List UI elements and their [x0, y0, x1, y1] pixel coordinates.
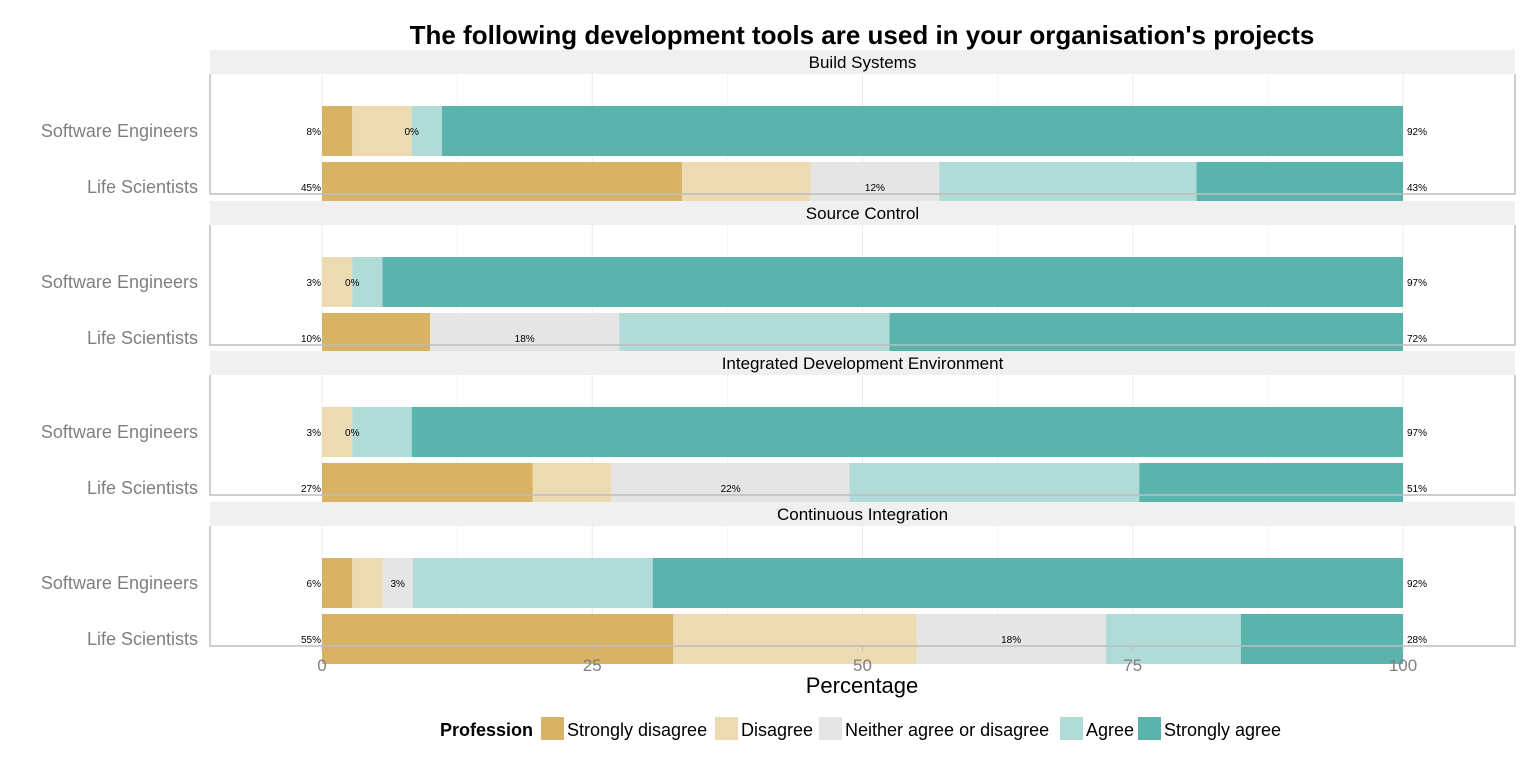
right-percent-label: 92% [1407, 579, 1427, 590]
chart-title: The following development tools are used… [410, 20, 1315, 50]
bar-segment [382, 257, 1403, 307]
category-label: Software Engineers [41, 121, 198, 141]
category-label: Life Scientists [87, 629, 198, 649]
legend: Profession Strongly disagree Disagree Neith… [440, 717, 1281, 740]
x-axis: 0 25 50 75 100 [317, 646, 1417, 675]
legend-key [1138, 717, 1161, 740]
panel-strip [210, 50, 1515, 74]
bar-segment [441, 106, 1404, 156]
x-tick-label: 50 [853, 656, 872, 675]
neutral-percent-label: 18% [515, 334, 535, 345]
right-percent-label: 92% [1407, 127, 1427, 138]
panel-strip [210, 201, 1515, 225]
x-tick-label: 100 [1389, 656, 1417, 675]
bar-segment [352, 558, 383, 608]
category-label: Software Engineers [41, 272, 198, 292]
category-label: Software Engineers [41, 422, 198, 442]
x-tick-label: 25 [583, 656, 602, 675]
bar-segment [322, 106, 353, 156]
right-percent-label: 72% [1407, 334, 1427, 345]
panel: Continuous Integration Software Engineers… [41, 502, 1516, 664]
category-label: Life Scientists [87, 478, 198, 498]
x-tick-label: 75 [1123, 656, 1142, 675]
x-tick-label: 0 [317, 656, 326, 675]
panel-border [209, 225, 1516, 346]
category-label: Life Scientists [87, 328, 198, 348]
bar-segment [322, 257, 353, 307]
bar-segment [322, 558, 353, 608]
legend-label: Strongly disagree [567, 720, 707, 740]
bar-row: Life Scientists 55% 18% 28% [87, 614, 1427, 664]
neutral-percent-label: 3% [390, 579, 405, 590]
bar-segment [352, 257, 383, 307]
panel: Source Control Software Engineers 3% 0% 97% L… [41, 201, 1516, 363]
bar-row: Software Engineers 6% 3% 92% [41, 558, 1427, 608]
legend-label: Disagree [741, 720, 813, 740]
bar-segment [322, 407, 353, 457]
panel-title: Build Systems [809, 53, 917, 72]
panels: Build Systems Software Engineers 8% 0% 92% Li… [41, 50, 1516, 664]
bar-segment [411, 106, 442, 156]
bar-segment [673, 614, 917, 664]
bar-segment [1240, 614, 1403, 664]
legend-key [1060, 717, 1083, 740]
bar-row: Software Engineers 3% 0% 97% [41, 407, 1427, 457]
panel-title: Source Control [806, 204, 919, 223]
bar-segment [352, 106, 412, 156]
panel-title: Continuous Integration [777, 505, 948, 524]
right-percent-label: 51% [1407, 484, 1427, 495]
left-percent-label: 3% [307, 278, 322, 289]
neutral-percent-label: 0% [404, 127, 419, 138]
panel-strip [210, 351, 1515, 375]
left-percent-label: 6% [307, 579, 322, 590]
bar-segment [652, 558, 1403, 608]
category-label: Life Scientists [87, 177, 198, 197]
panel-border [209, 74, 1516, 195]
left-percent-label: 8% [307, 127, 322, 138]
panel: Integrated Development Environment Softwa… [41, 351, 1516, 513]
legend-key [541, 717, 564, 740]
neutral-percent-label: 0% [345, 278, 360, 289]
bar-segment [382, 558, 413, 608]
legend-label: Agree [1086, 720, 1134, 740]
bar-row: Software Engineers 8% 0% 92% [41, 106, 1427, 156]
right-percent-label: 28% [1407, 635, 1427, 646]
bar-segment [412, 558, 653, 608]
left-percent-label: 55% [301, 635, 321, 646]
category-label: Software Engineers [41, 573, 198, 593]
left-percent-label: 45% [301, 183, 321, 194]
right-percent-label: 97% [1407, 278, 1427, 289]
legend-key [715, 717, 738, 740]
bar-segment [916, 614, 1106, 664]
neutral-percent-label: 18% [1001, 635, 1021, 646]
neutral-percent-label: 0% [345, 428, 360, 439]
panel-strip [210, 502, 1515, 526]
bar-segment [411, 407, 1403, 457]
bar-row: Software Engineers 3% 0% 97% [41, 257, 1427, 307]
panel-border [209, 375, 1516, 496]
legend-label: Neither agree or disagree [845, 720, 1049, 740]
neutral-percent-label: 12% [865, 183, 885, 194]
legend-title: Profession [440, 720, 533, 740]
right-percent-label: 43% [1407, 183, 1427, 194]
panel: Build Systems Software Engineers 8% 0% 92% Li… [41, 50, 1516, 212]
bar-segment [1105, 614, 1241, 664]
bar-segment [352, 407, 412, 457]
legend-label: Strongly agree [1164, 720, 1281, 740]
right-percent-label: 97% [1407, 428, 1427, 439]
neutral-percent-label: 22% [721, 484, 741, 495]
bar-segment [322, 614, 674, 664]
left-percent-label: 10% [301, 334, 321, 345]
left-percent-label: 3% [307, 428, 322, 439]
legend-key [819, 717, 842, 740]
left-percent-label: 27% [301, 484, 321, 495]
x-axis-title: Percentage [806, 673, 919, 698]
panel-title: Integrated Development Environment [722, 354, 1004, 373]
